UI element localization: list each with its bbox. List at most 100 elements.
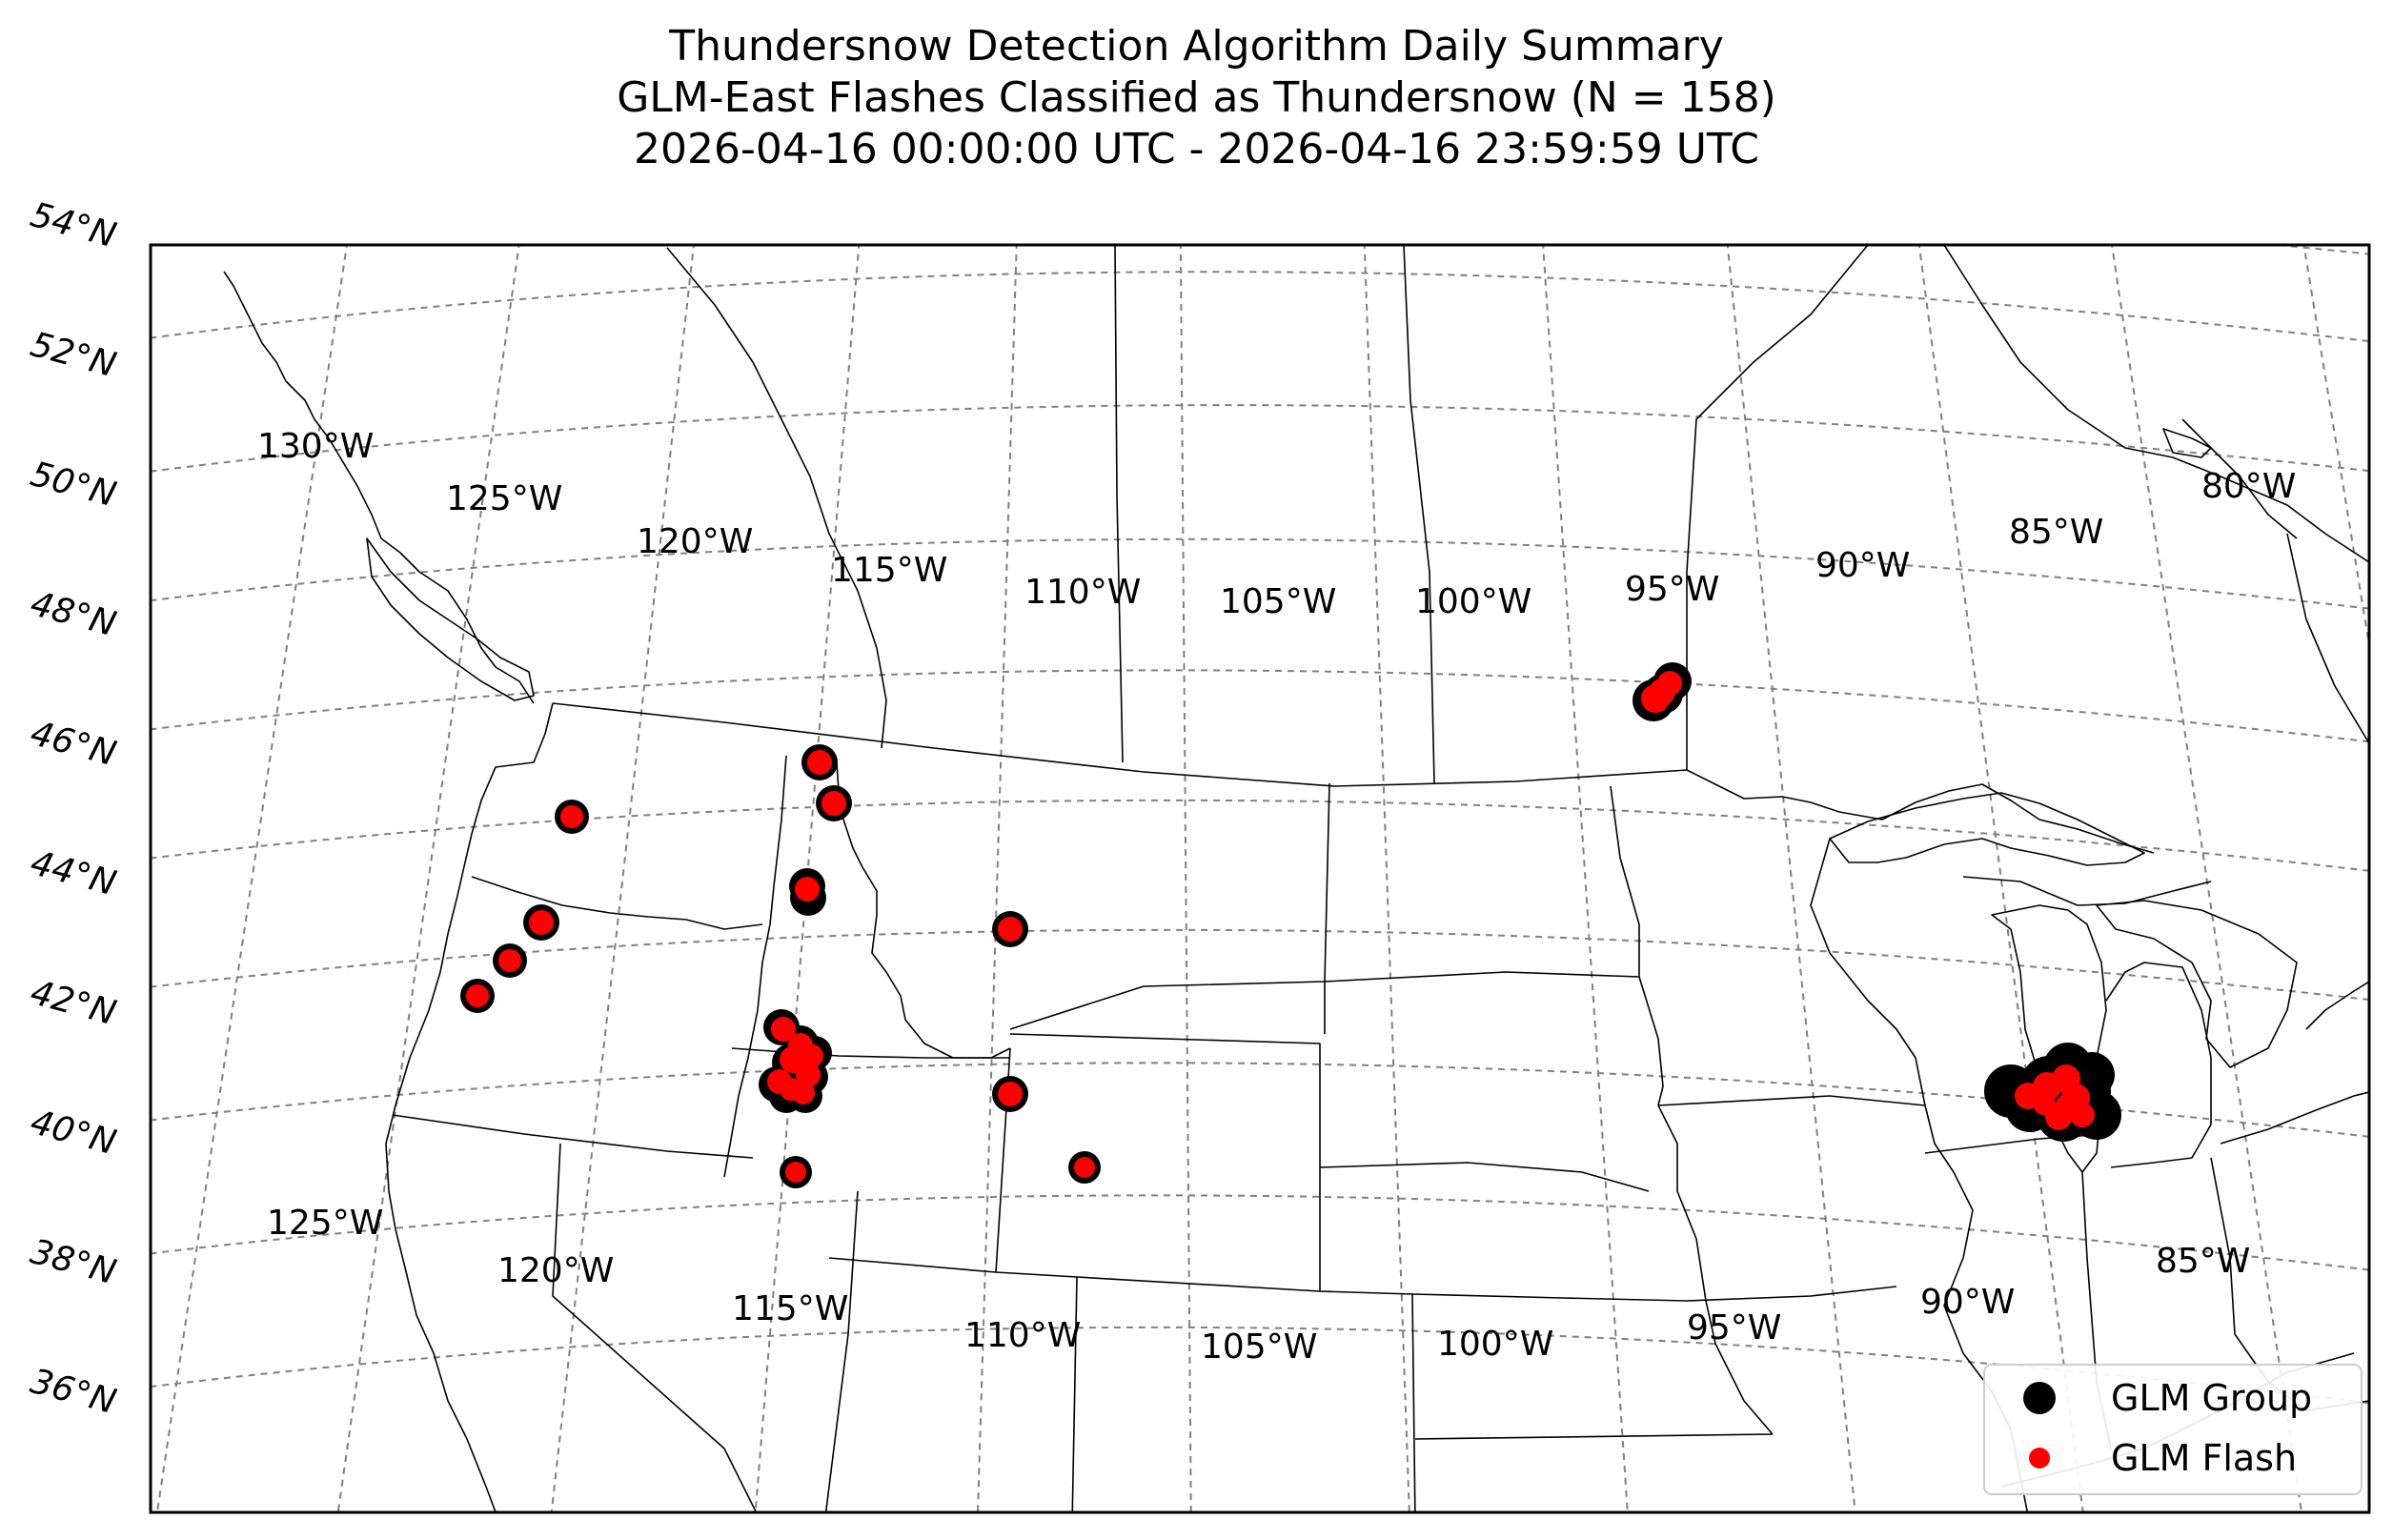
lat-label-36: 36°N xyxy=(27,1362,120,1422)
vancouver-island xyxy=(366,537,535,701)
bc-coastline xyxy=(223,271,535,704)
wa-or-border xyxy=(471,876,763,930)
utah-south-border xyxy=(995,1271,1321,1292)
flash-cluster-nevada xyxy=(767,1017,823,1104)
james-bay xyxy=(2181,418,2298,539)
flash-cluster-wisconsin xyxy=(2015,1064,2095,1130)
illinois-north-border xyxy=(1924,1133,2107,1154)
montana-east-border xyxy=(1324,782,1330,1034)
map-frame xyxy=(149,243,2371,1514)
lat-gridline-52 xyxy=(151,271,2369,343)
flash-marker xyxy=(560,805,583,828)
lon-gridline-100 xyxy=(1363,245,1410,1512)
map-title: Thundersnow Detection Algorithm Daily Su… xyxy=(0,21,2393,175)
lon-label-top-115: 115°W xyxy=(831,551,947,590)
latitude-gridlines xyxy=(151,245,2369,1405)
nd-mn-border xyxy=(1610,785,1664,1106)
lon-gridline-110 xyxy=(977,245,1018,1512)
title-line-2: GLM-East Flashes Classified as Thundersn… xyxy=(617,73,1776,122)
hudson-bay-coast xyxy=(1943,245,2369,563)
legend-group-label: GLM Group xyxy=(2111,1377,2312,1419)
lat-label-44: 44°N xyxy=(27,843,120,903)
missouri-river xyxy=(1657,1104,1774,1435)
title-line-3: 2026-04-16 00:00:00 UTC - 2026-04-16 23:… xyxy=(634,125,1759,173)
lon-label-top-125: 125°W xyxy=(446,479,562,518)
legend-flash-swatch xyxy=(2029,1448,2050,1469)
lon-label-bottom-110: 110°W xyxy=(964,1316,1081,1355)
lon-label-top-120: 120°W xyxy=(637,522,753,561)
lake-superior xyxy=(1829,792,2145,866)
lat-gridline-50 xyxy=(151,404,2369,473)
quebec-border xyxy=(2286,533,2369,744)
utah-border xyxy=(828,1047,1011,1273)
wyoming-border xyxy=(1009,1033,1321,1291)
lake-nipigon xyxy=(2162,428,2212,458)
title-line-1: Thundersnow Detection Algorithm Daily Su… xyxy=(669,22,1724,71)
lon-label-top-105: 105°W xyxy=(1220,582,1336,621)
colorado-south-border xyxy=(1071,1276,1078,1512)
lat-gridline-54 xyxy=(2267,245,2369,255)
lake-huron xyxy=(2096,900,2298,1068)
nevada-east-border xyxy=(824,1190,859,1512)
lat-label-54: 54°N xyxy=(27,195,120,255)
sd-ne-border xyxy=(1319,1162,1650,1192)
lon-label-bottom-105: 105°W xyxy=(1201,1327,1317,1367)
latitude-labels: 54°N 52°N 50°N 48°N 46°N 44°N 42°N 40°N … xyxy=(27,195,120,1422)
flash-marker xyxy=(998,917,1023,942)
flash-marker xyxy=(466,984,489,1007)
ne-ks-border xyxy=(1411,1293,1688,1302)
lat-label-46: 46°N xyxy=(27,714,120,774)
lon-label-bottom-85: 85°W xyxy=(2156,1242,2250,1281)
id-mt-border xyxy=(836,761,1011,1059)
longitude-labels-bottom: 125°W 120°W 115°W 110°W 105°W 100°W 95°W… xyxy=(267,1204,2250,1367)
montana-wyoming-border xyxy=(1009,981,1326,1030)
ohio-border xyxy=(2210,1157,2236,1335)
lat-gridline-40 xyxy=(151,1062,2369,1138)
lon-label-top-95: 95°W xyxy=(1625,570,1719,609)
lon-gridline-80 xyxy=(2111,245,2303,1512)
lat-gridline-46 xyxy=(151,669,2369,743)
lat-label-48: 48°N xyxy=(27,584,120,644)
lon-label-top-130: 130°W xyxy=(257,427,374,466)
wa-id-border xyxy=(769,755,787,925)
manitoba-ontario-border xyxy=(1686,245,1869,770)
flash-marker xyxy=(998,1082,1023,1106)
lake-michigan xyxy=(1991,904,2107,1173)
lat-gridline-44 xyxy=(151,799,2369,872)
lon-label-top-85: 85°W xyxy=(2009,513,2103,552)
lat-gridline-38 xyxy=(151,1194,2369,1271)
lat-label-52: 52°N xyxy=(27,325,120,385)
flash-marker xyxy=(785,1162,806,1183)
lon-label-bottom-125: 125°W xyxy=(267,1204,383,1243)
wi-mn-border xyxy=(1810,838,1926,1106)
flash-marker xyxy=(1074,1157,1095,1178)
us-canada-border xyxy=(552,702,2155,854)
new-york-border xyxy=(2305,981,2369,1030)
lon-label-bottom-90: 90°W xyxy=(1920,1283,2015,1322)
iowa-mo-border xyxy=(1686,1286,1897,1302)
upper-peninsula xyxy=(1962,876,2212,906)
lon-label-top-100: 100°W xyxy=(1415,582,1531,621)
pacific-coastline xyxy=(385,702,554,1512)
lon-gridline-95 xyxy=(1542,245,1629,1512)
lat-label-40: 40°N xyxy=(27,1103,120,1163)
lat-gridline-42 xyxy=(151,928,2369,1002)
flash-cluster-minnesota xyxy=(1641,671,1682,713)
legend: GLM Group GLM Flash xyxy=(1983,1364,2363,1495)
lat-label-42: 42°N xyxy=(27,973,120,1033)
legend-flash-label: GLM Flash xyxy=(2111,1437,2297,1479)
lon-label-top-110: 110°W xyxy=(1024,573,1141,612)
lon-label-bottom-100: 100°W xyxy=(1437,1325,1553,1364)
lake-erie xyxy=(2220,1091,2369,1145)
ca-nv-border xyxy=(552,1143,758,1512)
colorado-east-border xyxy=(1319,1290,1416,1512)
ks-ok-border xyxy=(1414,1433,1774,1440)
lon-label-top-80: 80°W xyxy=(2201,467,2296,506)
flash-marker xyxy=(807,750,832,775)
lon-gridline-130 xyxy=(155,245,348,1512)
lon-label-bottom-95: 95°W xyxy=(1687,1308,1781,1348)
bc-alberta-border xyxy=(666,247,887,749)
flash-marker xyxy=(529,910,554,935)
lat-label-38: 38°N xyxy=(27,1232,120,1292)
